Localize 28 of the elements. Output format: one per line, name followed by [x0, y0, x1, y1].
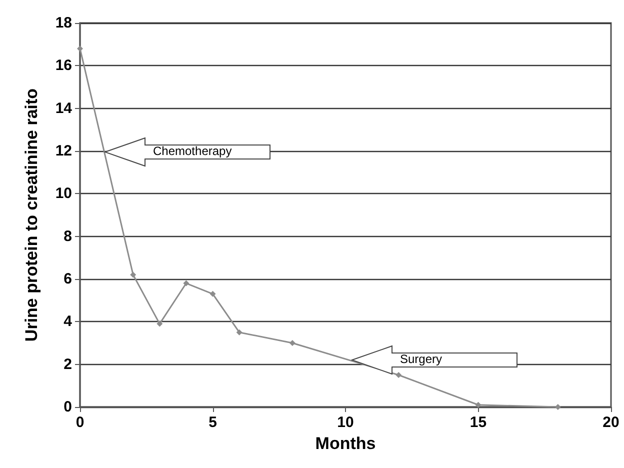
point — [289, 340, 296, 346]
y-tick-label: 14 — [55, 100, 73, 117]
y-tick-label: 10 — [55, 185, 72, 202]
y-tick-label: 18 — [55, 14, 72, 32]
point — [183, 280, 190, 286]
point — [475, 402, 482, 408]
point — [77, 46, 83, 52]
y-axis-title: Urine protein to creatinine raito — [22, 88, 41, 342]
annotation: Chemotherapy — [153, 144, 232, 159]
y-tick-label: 4 — [64, 313, 73, 330]
x-tick-label: 0 — [76, 414, 84, 431]
x-tick-label: 15 — [470, 414, 487, 431]
y-tick-label: 2 — [64, 356, 72, 373]
point — [156, 320, 163, 327]
y-tick-label: 8 — [64, 228, 72, 245]
x-tick-label: 10 — [337, 414, 354, 431]
point — [396, 372, 402, 378]
y-tick-label: 12 — [55, 142, 72, 160]
point — [210, 290, 216, 297]
annotation: Surgery — [400, 352, 442, 367]
x-tick-label: 20 — [602, 414, 620, 431]
y-tick-label: 6 — [64, 270, 72, 288]
y-tick-label: 16 — [55, 57, 72, 74]
point — [130, 272, 136, 278]
point — [236, 329, 242, 336]
x-axis-title: Months — [315, 434, 376, 453]
x-tick-label: 5 — [208, 414, 217, 431]
y-tick-label: 0 — [64, 398, 72, 416]
